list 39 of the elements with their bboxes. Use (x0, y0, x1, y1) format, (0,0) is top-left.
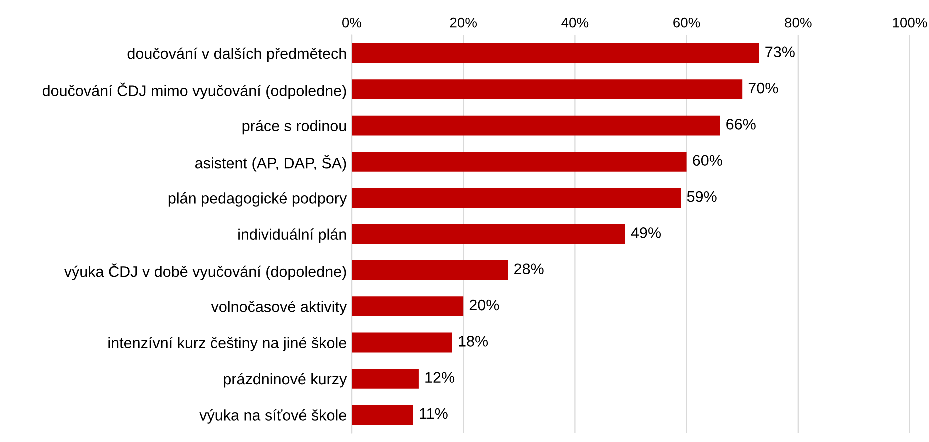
data-label: 28% (514, 264, 544, 275)
data-label: 20% (470, 300, 500, 311)
data-label: 66% (726, 119, 756, 130)
bar (352, 296, 464, 317)
x-tick-label: 100% (893, 18, 928, 28)
data-label: 18% (459, 336, 488, 347)
x-tick-label: 80% (785, 18, 812, 28)
bar (352, 368, 419, 389)
y-tick-label: doučování v dalších předmětech (128, 48, 346, 62)
bar (352, 224, 626, 244)
data-label: 11% (420, 408, 448, 420)
bar (352, 332, 452, 353)
bar (352, 152, 687, 172)
data-label: 12% (426, 372, 455, 383)
data-label: 49% (631, 228, 662, 238)
y-tick-label: doučování ČDJ mimo vyučování (odpoledne) (42, 82, 346, 100)
data-label: 59% (687, 191, 717, 202)
bar (352, 116, 720, 136)
x-tick-label: 40% (562, 18, 589, 28)
bar (352, 80, 743, 100)
bar (352, 188, 682, 208)
bar (352, 260, 508, 280)
y-tick-label: výuka na síťové škole (200, 409, 346, 424)
data-label: 73% (766, 46, 795, 58)
y-tick-label: prázdninové kurzy (224, 373, 348, 388)
y-tick-label: plán pedagogické podpory (168, 192, 348, 207)
data-label: 70% (748, 82, 778, 94)
y-tick-label: volnočasové aktivity (211, 300, 348, 316)
y-tick-label: asistent (AP, DAP, ŠA) (196, 155, 346, 172)
x-tick-label: 0% (342, 18, 362, 28)
y-tick-label: výuka ČDJ v době vyučování (dopoledne) (64, 264, 346, 280)
bar (352, 405, 414, 426)
data-label: 60% (693, 155, 722, 166)
y-tick-label: individuální plán (238, 228, 346, 244)
y-tick-label: práce s rodinou (242, 120, 346, 135)
bar (352, 43, 760, 64)
x-tick-label: 20% (450, 18, 478, 28)
y-tick-label: intenzívní kurz češtiny na jiné škole (108, 337, 346, 352)
x-tick-label: 60% (674, 18, 700, 28)
